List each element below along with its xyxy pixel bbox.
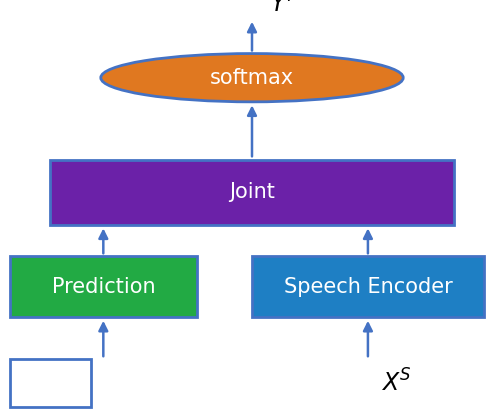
FancyBboxPatch shape [10,256,197,317]
Text: $\hat{Y}^T$: $\hat{Y}^T$ [270,0,297,17]
Ellipse shape [101,54,403,102]
FancyBboxPatch shape [50,160,454,225]
Text: Prediction: Prediction [51,277,155,297]
Text: $X^S$: $X^S$ [381,370,411,397]
FancyBboxPatch shape [252,256,484,317]
Text: Joint: Joint [229,182,275,202]
Text: Speech Encoder: Speech Encoder [284,277,452,297]
FancyBboxPatch shape [10,359,91,407]
Text: softmax: softmax [210,68,294,88]
